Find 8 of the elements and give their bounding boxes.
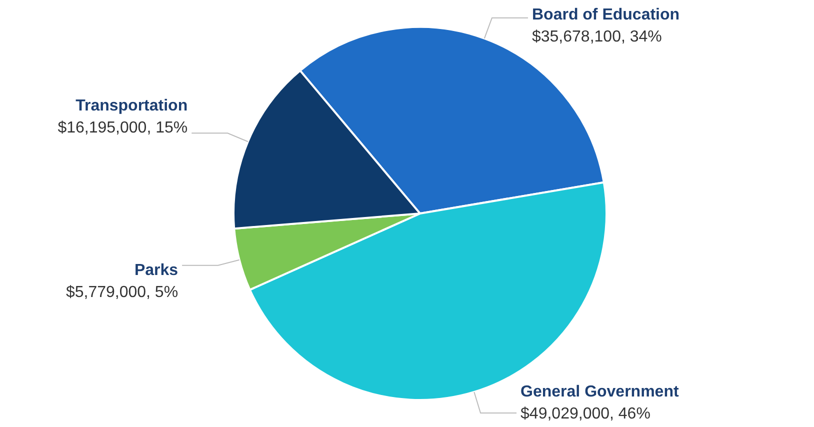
data-label: $5,779,000, 5% [66,284,178,301]
data-label: $49,029,000, 46% [520,405,650,422]
data-label: $16,195,000, 15% [58,120,188,137]
slice-label: Parks [134,262,178,279]
slice-label: Board of Education [532,6,680,24]
slice-label: Transportation [76,98,188,115]
slice-label: General Government [520,383,680,400]
data-label: $35,678,100, 34% [532,28,662,46]
